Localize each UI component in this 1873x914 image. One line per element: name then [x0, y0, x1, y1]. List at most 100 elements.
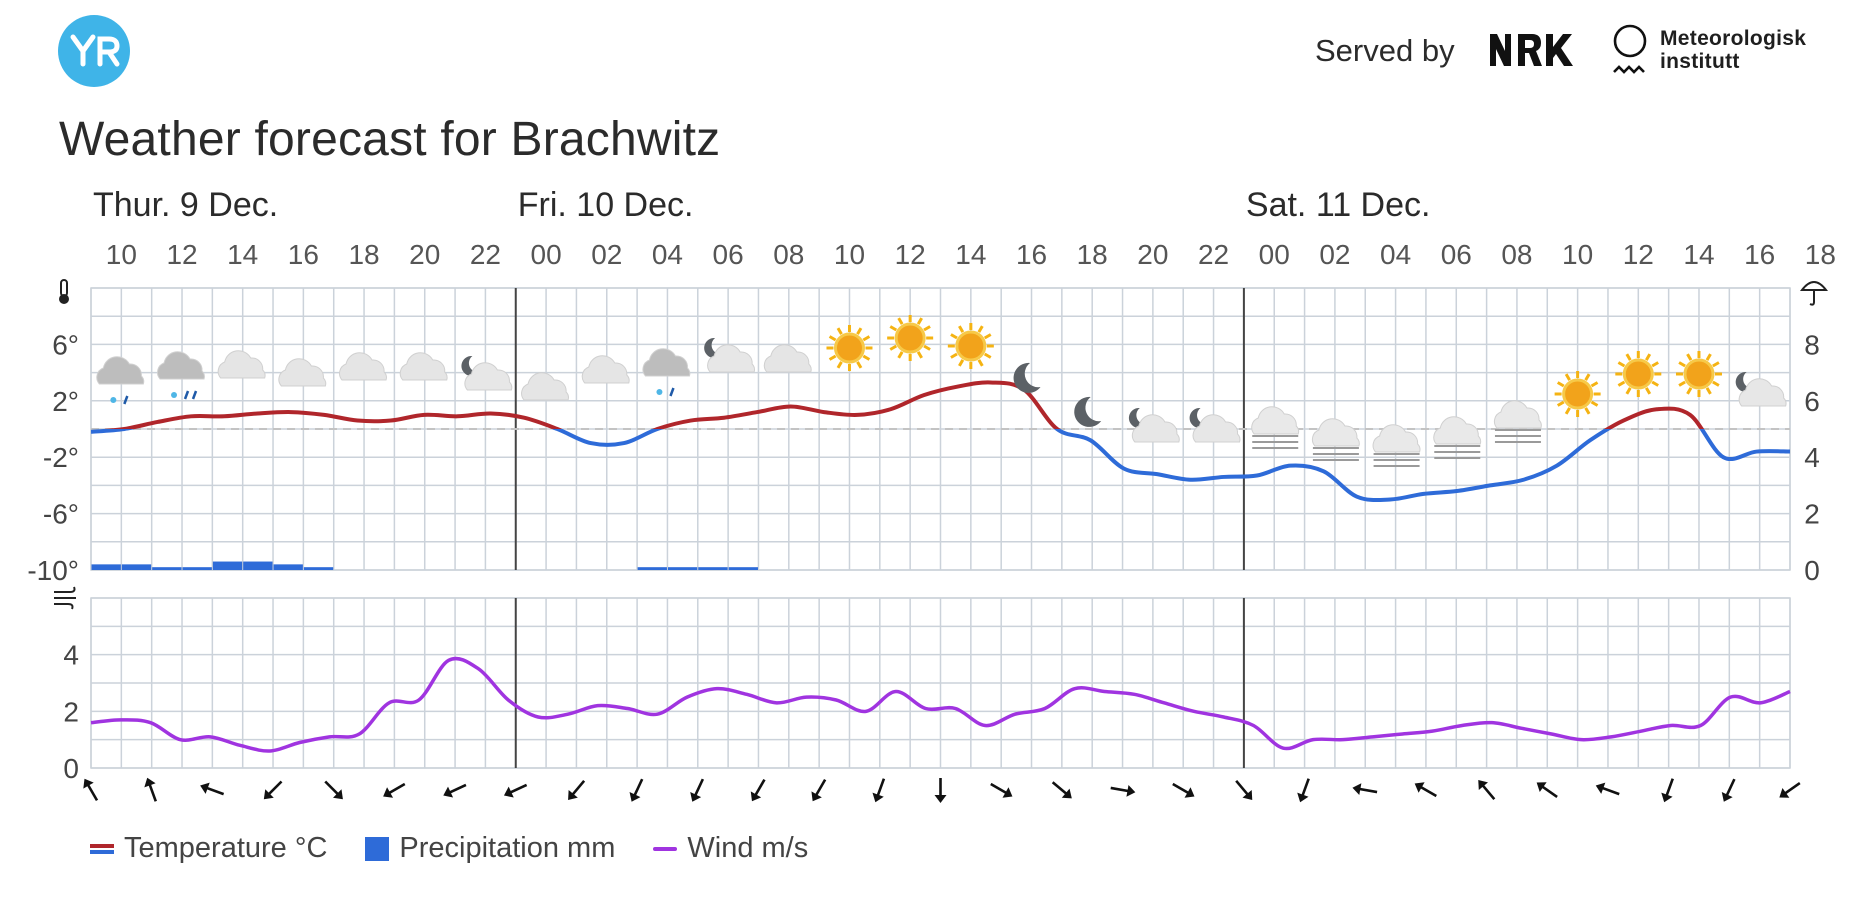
sun-disc: [1683, 358, 1715, 390]
legend-wind-label: Wind m/s: [687, 832, 809, 864]
sun-ray: [1564, 373, 1571, 381]
moon-cloud-icon: [1189, 407, 1241, 443]
umbrella-icon-canopy: [1799, 281, 1829, 291]
sun-ray: [897, 351, 904, 359]
hour-tick-label: 20: [1137, 239, 1168, 270]
cloud-snow-icon: [96, 356, 145, 405]
met-logo[interactable]: [1608, 22, 1652, 87]
hour-tick-label: 22: [1198, 239, 1229, 270]
cloud-shape: [278, 358, 327, 387]
wind-direction-arrow: [83, 778, 99, 802]
cloud-shape: [399, 352, 448, 381]
cloud-shape: [464, 362, 513, 391]
hour-tick-label: 12: [1623, 239, 1654, 270]
wind-direction-arrow: [990, 782, 1013, 798]
sun-ray: [836, 327, 843, 335]
wind-direction-arrow: [872, 778, 886, 803]
wind-arrow-head: [1126, 784, 1136, 797]
sun-icon: [887, 315, 934, 361]
hour-tick-label: 00: [531, 239, 562, 270]
yr-logo[interactable]: [58, 15, 130, 87]
wind-arrow-head: [811, 791, 822, 802]
cloud-shape: [763, 344, 812, 373]
precipitation-bar: [152, 567, 182, 570]
sun-ray: [1651, 380, 1659, 387]
umbrella-icon-handle: [1809, 290, 1815, 306]
moon-shape: [1128, 407, 1147, 428]
cloud-shape: [1738, 378, 1787, 407]
day-label: Fri. 10 Dec.: [518, 186, 694, 224]
sun-ray: [1584, 407, 1591, 415]
cloud-shape: [1251, 406, 1300, 435]
cloud-shape: [217, 350, 266, 379]
cloud-shape: [1433, 416, 1482, 445]
sun-ray: [1584, 373, 1591, 381]
sun-ray: [1686, 387, 1693, 395]
sun-ray: [1686, 353, 1693, 361]
wind-direction-arrow: [503, 783, 528, 798]
hour-tick-label: 20: [409, 239, 440, 270]
sun-ray: [1678, 380, 1686, 387]
moon-cloud-icon: [704, 337, 755, 373]
moon-shape: [1735, 371, 1754, 392]
precipitation-bar: [667, 567, 698, 570]
precipitation-axis-tick: 2: [1804, 499, 1820, 530]
legend-precipitation-label: Precipitation mm: [399, 832, 616, 864]
moon-shape: [1189, 407, 1208, 428]
precipitation-bar: [728, 567, 758, 570]
sun-ray: [1645, 353, 1652, 361]
sun-ray: [958, 359, 965, 367]
wind-direction-arrow: [1110, 784, 1136, 797]
day-label: Thur. 9 Dec.: [93, 186, 278, 224]
met-logo-text: Meteorologisk institutt: [1660, 27, 1806, 73]
precipitation-bar: [182, 567, 212, 570]
wind-direction-arrow: [1595, 782, 1620, 796]
hour-tick-label: 10: [1562, 239, 1593, 270]
wind-direction-arrow: [750, 778, 766, 802]
precipitation-axis-tick: 6: [1804, 386, 1820, 417]
sun-disc: [1622, 358, 1654, 390]
wind-direction-arrow: [1297, 778, 1310, 803]
temperature-axis-tick: -2°: [43, 442, 79, 473]
snowflake: [656, 389, 663, 395]
sun-ray: [897, 317, 904, 325]
cloud-shape: [1372, 424, 1421, 453]
hour-tick-label: 12: [166, 239, 197, 270]
wind-arrow-head: [1536, 782, 1547, 793]
sun-ray: [950, 333, 958, 340]
umbrella-icon: [1799, 281, 1829, 306]
temperature-axis-tick: 6°: [52, 329, 79, 360]
wind-arrow-head: [1352, 783, 1362, 796]
wind-arrow-head: [1061, 788, 1072, 799]
sun-icon: [1675, 351, 1722, 397]
sun-ray: [1590, 400, 1599, 407]
precipitation-bar: [698, 567, 728, 570]
sun-ray: [856, 361, 863, 369]
sun-ray: [916, 317, 923, 325]
hour-tick-label: 16: [288, 239, 319, 270]
cloud-shape: [339, 352, 387, 381]
wind-direction-arrow: [934, 778, 947, 803]
legend-temperature-label: Temperature °C: [124, 832, 328, 864]
wind-arrow-head: [1721, 791, 1733, 802]
fog-icon: [1493, 400, 1542, 443]
cloud-shape: [642, 348, 691, 377]
fog-icon: [1372, 424, 1421, 467]
cloud-shape: [1192, 414, 1241, 443]
hour-tick-label: 10: [834, 239, 865, 270]
sun-ray: [923, 325, 931, 332]
cloud-shape: [521, 372, 569, 401]
hour-tick-label: 12: [895, 239, 926, 270]
served-by-label: Served by: [1315, 33, 1455, 68]
wind-axis-tick: 4: [63, 640, 79, 671]
sun-ray: [1651, 361, 1659, 368]
hour-tick-label: 18: [1805, 239, 1836, 270]
nrk-logo[interactable]: [1488, 32, 1580, 73]
moon-icon: [1074, 396, 1102, 427]
precipitation-axis-tick: 8: [1804, 329, 1820, 360]
hour-tick-label: 02: [591, 239, 622, 270]
wind-arrow-head: [383, 787, 394, 798]
legend-precipitation-swatch: [365, 836, 390, 861]
fog-icon: [1251, 406, 1300, 449]
thermometer-icon: [59, 279, 69, 304]
